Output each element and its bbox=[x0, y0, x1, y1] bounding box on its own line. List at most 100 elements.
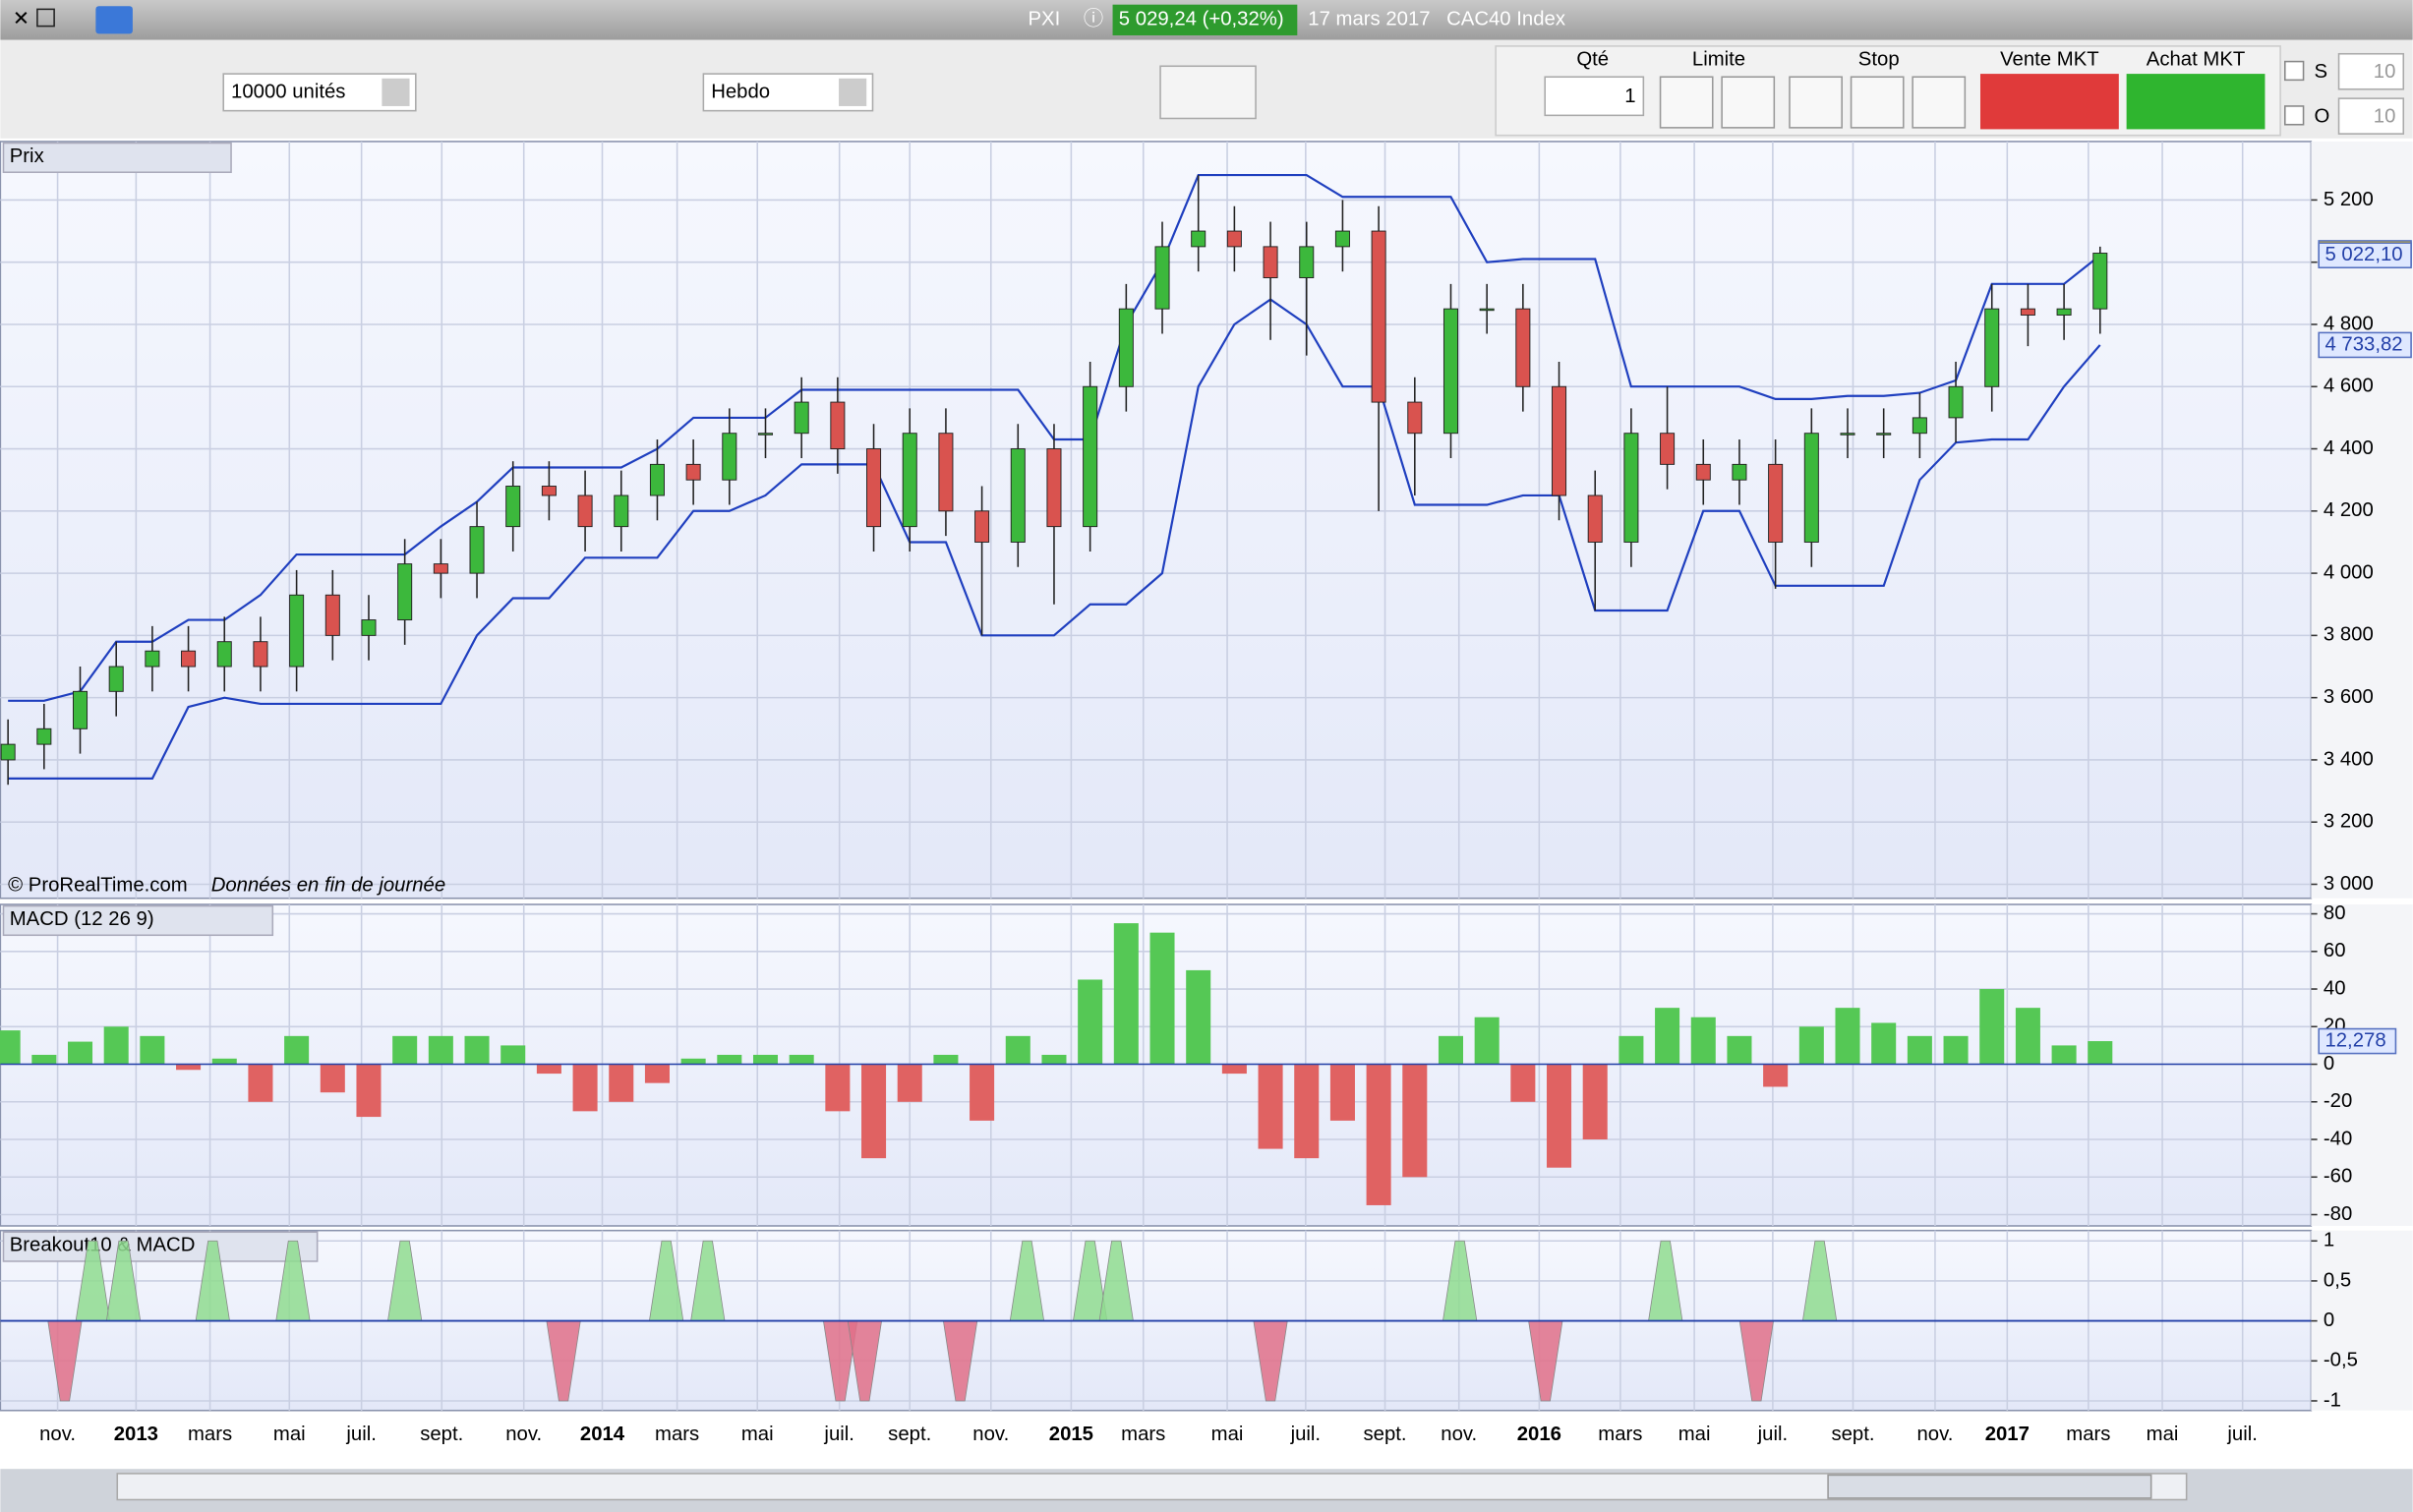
x-tick-label: nov. bbox=[505, 1424, 542, 1445]
candle-body bbox=[1083, 385, 1098, 528]
macd-bar bbox=[1871, 1022, 1897, 1065]
limit-buy[interactable] bbox=[1659, 76, 1714, 129]
macd-bar bbox=[861, 1064, 887, 1159]
macd-bar bbox=[392, 1035, 418, 1065]
candle-body bbox=[324, 594, 340, 636]
macd-bar bbox=[789, 1054, 814, 1065]
y-tick-label: 40 bbox=[2324, 977, 2346, 999]
candle-body bbox=[1552, 385, 1567, 496]
o-checkbox[interactable] bbox=[2284, 105, 2305, 126]
x-tick-label: mai bbox=[273, 1424, 306, 1445]
x-tick-label: mars bbox=[2066, 1424, 2110, 1445]
candle-body bbox=[145, 650, 160, 668]
x-tick-label: nov. bbox=[972, 1424, 1009, 1445]
qty-input[interactable] bbox=[1544, 76, 1645, 117]
o-input[interactable] bbox=[2337, 97, 2405, 135]
macd-bar bbox=[1221, 1064, 1247, 1075]
y-tick-label: 1 bbox=[2324, 1230, 2334, 1251]
candle-body bbox=[541, 486, 557, 496]
y-tick-label: 0 bbox=[2324, 1053, 2334, 1075]
macd-bar bbox=[970, 1064, 995, 1121]
macd-bar bbox=[356, 1064, 382, 1118]
macd-bar bbox=[1258, 1064, 1283, 1149]
s-checkbox[interactable] bbox=[2284, 60, 2305, 82]
sell-button[interactable] bbox=[1979, 74, 2119, 130]
o-label: O bbox=[2315, 105, 2330, 127]
candle-body bbox=[181, 650, 197, 668]
quote-box bbox=[1112, 4, 1298, 35]
limit-label: Limite bbox=[1692, 48, 1745, 70]
info-icon[interactable]: ⓘ bbox=[1084, 8, 1103, 30]
axis-bg bbox=[2311, 1230, 2413, 1411]
indicator-button[interactable] bbox=[1159, 65, 1257, 120]
x-tick-label: nov. bbox=[1441, 1424, 1477, 1445]
macd-bar bbox=[536, 1064, 561, 1075]
macd-bar bbox=[1186, 969, 1211, 1065]
period[interactable]: Hebdo bbox=[711, 81, 770, 102]
panel-title: Prix bbox=[10, 145, 44, 167]
quote: 5 029,24 (+0,32%) bbox=[1119, 9, 1284, 30]
candle-body bbox=[1840, 433, 1855, 436]
scroll-thumb[interactable] bbox=[1827, 1474, 2152, 1499]
y-tick-label: 4 000 bbox=[2324, 561, 2374, 583]
macd-bar bbox=[68, 1041, 93, 1065]
candle-body bbox=[469, 526, 485, 574]
candle-body bbox=[1299, 246, 1315, 278]
macd-bar bbox=[1510, 1064, 1536, 1102]
x-tick-label: mars bbox=[1598, 1424, 1642, 1445]
stop-a[interactable] bbox=[1789, 76, 1843, 129]
candle-body bbox=[505, 486, 521, 528]
macd-bar bbox=[1727, 1035, 1752, 1065]
x-tick-label: mai bbox=[1211, 1424, 1244, 1445]
y-tick-label: 4 800 bbox=[2324, 313, 2374, 334]
candle-body bbox=[1154, 246, 1170, 310]
x-tick-label: 2017 bbox=[1985, 1424, 2030, 1445]
macd-bar bbox=[897, 1064, 922, 1102]
y-tick-label: -80 bbox=[2324, 1203, 2352, 1225]
candle-body bbox=[1226, 230, 1242, 248]
window-icon[interactable] bbox=[36, 8, 55, 28]
keyboard-icon[interactable] bbox=[95, 6, 133, 34]
limit-sell[interactable] bbox=[1721, 76, 1776, 129]
close-icon[interactable]: ✕ bbox=[13, 9, 29, 30]
macd-bar bbox=[1402, 1064, 1428, 1178]
macd-bar bbox=[428, 1035, 453, 1065]
x-tick-label: mai bbox=[1678, 1424, 1711, 1445]
candle-body bbox=[1515, 308, 1531, 387]
macd-bar bbox=[1655, 1008, 1680, 1065]
stop-c[interactable] bbox=[1912, 76, 1967, 129]
macd-bar bbox=[31, 1054, 57, 1065]
s-value[interactable]: 10 bbox=[2374, 61, 2396, 83]
candle-body bbox=[1118, 308, 1134, 387]
y-tick-label: 3 600 bbox=[2324, 686, 2374, 708]
qty[interactable]: 1 bbox=[1624, 86, 1635, 107]
dropdown-arrow[interactable] bbox=[839, 78, 867, 106]
source: © ProRealTime.com bbox=[8, 875, 188, 897]
o-value[interactable]: 10 bbox=[2374, 105, 2396, 127]
candle-body bbox=[1010, 448, 1026, 543]
dropdown-arrow[interactable] bbox=[382, 78, 410, 106]
x-tick-label: 2013 bbox=[114, 1424, 158, 1445]
buy-button[interactable] bbox=[2126, 74, 2266, 130]
candle-body bbox=[722, 433, 737, 481]
price-tag bbox=[2318, 331, 2412, 359]
units[interactable]: 10000 unités bbox=[231, 81, 345, 102]
axis-bg bbox=[2311, 903, 2413, 1226]
candle-body bbox=[397, 563, 413, 621]
x-tick-label: mars bbox=[188, 1424, 232, 1445]
symbol[interactable]: PXI bbox=[1029, 9, 1061, 30]
x-tick-label: mars bbox=[655, 1424, 699, 1445]
y-tick-label: 80 bbox=[2324, 902, 2346, 924]
y-tick-label: 3 000 bbox=[2324, 873, 2374, 895]
x-tick-label: juil. bbox=[1757, 1424, 1789, 1445]
candle-body bbox=[685, 463, 701, 481]
stop-b[interactable] bbox=[1850, 76, 1905, 129]
panel-header bbox=[2, 142, 232, 174]
macd-bar bbox=[1547, 1064, 1572, 1168]
price-tag-label: 5 022,10 bbox=[2325, 244, 2402, 265]
macd-bar bbox=[1041, 1054, 1067, 1065]
macd-bar bbox=[933, 1054, 959, 1065]
macd-bar bbox=[500, 1045, 526, 1065]
s-input[interactable] bbox=[2337, 52, 2405, 90]
candle-body bbox=[253, 641, 268, 668]
